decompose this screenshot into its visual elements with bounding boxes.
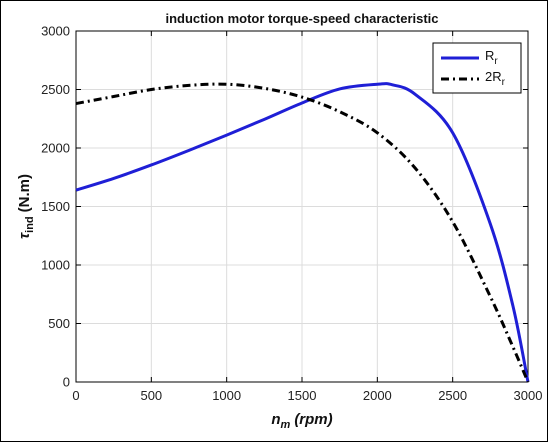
y-axis-label-sub: ind <box>24 216 36 233</box>
x-tick-label: 2000 <box>363 388 392 403</box>
x-tick-label: 1000 <box>212 388 241 403</box>
x-axis-label-unit: (rpm) <box>294 411 332 428</box>
y-axis-label: τind (N.m) <box>16 174 36 239</box>
legend-label-2rr-sub: r <box>502 77 506 88</box>
axis-ticks: 0 500 1000 1500 2000 2500 3000 0 500 1000 1500 2000… <box>41 24 542 404</box>
y-axis-label-main: τ <box>16 232 33 239</box>
x-tick-label: 3000 <box>514 388 543 403</box>
x-tick-label: 2500 <box>438 388 467 403</box>
y-tick-label: 3000 <box>41 24 70 39</box>
y-tick-label: 1000 <box>41 258 70 273</box>
y-tick-label: 500 <box>48 316 70 331</box>
x-tick-label: 500 <box>140 388 162 403</box>
legend-box <box>432 42 522 94</box>
series-lines <box>75 82 530 383</box>
legend-label-rr-sub: r <box>494 56 498 67</box>
legend-label-rr: Rr <box>485 48 498 67</box>
y-tick-label: 0 <box>63 375 70 390</box>
legend-label-2rr: 2Rr <box>485 69 506 88</box>
chart-title: induction motor torque-speed characteris… <box>165 11 438 26</box>
x-tick-label: 1500 <box>288 388 317 403</box>
x-tick-label: 0 <box>72 388 79 403</box>
series-line-rr <box>75 82 530 383</box>
legend: Rr 2Rr <box>432 42 522 94</box>
legend-label-rr-main: R <box>485 48 494 63</box>
x-axis-label-main: n <box>271 411 280 428</box>
x-axis-label-sub: m <box>281 419 291 431</box>
legend-label-2rr-main: 2R <box>485 69 502 84</box>
x-axis-label: nm (rpm) <box>271 411 332 431</box>
y-tick-label: 2000 <box>41 141 70 156</box>
y-tick-label: 1500 <box>41 199 70 214</box>
series-line-2rr <box>75 82 530 383</box>
y-tick-label: 2500 <box>41 82 70 97</box>
y-axis-label-unit: (N.m) <box>16 174 33 212</box>
